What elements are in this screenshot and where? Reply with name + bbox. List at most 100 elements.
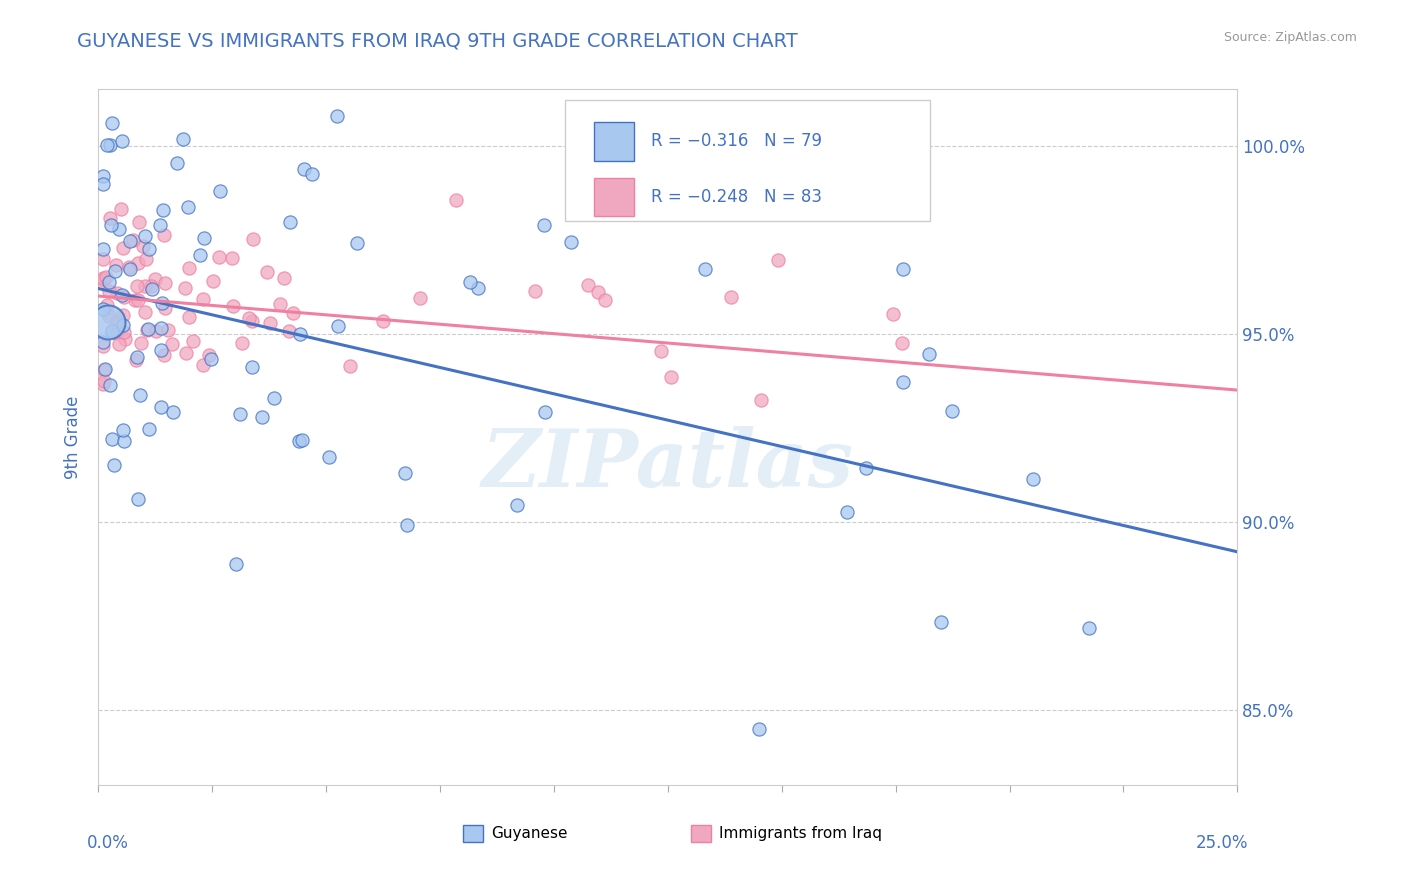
Point bbox=[105, 258, 128, 272]
Point bbox=[125, 352, 148, 367]
Point bbox=[98, 377, 121, 392]
Point bbox=[918, 347, 941, 361]
Point bbox=[112, 423, 135, 437]
Y-axis label: 9th Grade: 9th Grade bbox=[65, 395, 83, 479]
Point bbox=[152, 203, 174, 218]
Text: R = −0.316   N = 79: R = −0.316 N = 79 bbox=[651, 132, 821, 151]
Point bbox=[127, 255, 149, 269]
Point bbox=[190, 247, 212, 261]
Point bbox=[136, 322, 159, 336]
Point bbox=[129, 387, 152, 401]
Point bbox=[890, 335, 912, 350]
Point bbox=[134, 305, 156, 319]
Point bbox=[174, 345, 197, 359]
Point bbox=[179, 310, 201, 324]
Point bbox=[720, 290, 742, 304]
FancyBboxPatch shape bbox=[463, 825, 484, 842]
Point bbox=[112, 325, 135, 339]
Point bbox=[91, 242, 114, 256]
Point bbox=[259, 316, 281, 330]
Text: Immigrants from Iraq: Immigrants from Iraq bbox=[718, 826, 882, 841]
Point bbox=[101, 432, 124, 446]
Point bbox=[202, 274, 225, 288]
Point bbox=[650, 344, 672, 359]
Point bbox=[240, 359, 263, 374]
FancyBboxPatch shape bbox=[565, 100, 929, 221]
FancyBboxPatch shape bbox=[690, 825, 711, 842]
Point bbox=[467, 281, 489, 295]
Point bbox=[152, 228, 174, 243]
Point bbox=[111, 309, 134, 323]
Point bbox=[96, 297, 118, 311]
Point bbox=[98, 137, 121, 152]
Point bbox=[941, 404, 963, 418]
Point bbox=[458, 275, 481, 289]
Point bbox=[145, 324, 167, 338]
Point bbox=[111, 134, 134, 148]
Point bbox=[96, 138, 118, 153]
Point bbox=[277, 324, 299, 338]
Point bbox=[278, 215, 301, 229]
Point bbox=[208, 250, 231, 264]
Point bbox=[91, 169, 114, 184]
Point bbox=[283, 306, 305, 320]
Point bbox=[593, 293, 616, 308]
Point bbox=[191, 358, 214, 372]
Point bbox=[238, 311, 260, 326]
Point bbox=[101, 324, 124, 338]
Point bbox=[120, 261, 142, 276]
Point bbox=[153, 276, 176, 290]
Point bbox=[91, 177, 114, 191]
FancyBboxPatch shape bbox=[593, 122, 634, 161]
Point bbox=[91, 334, 114, 349]
Point bbox=[118, 234, 141, 248]
Point bbox=[177, 200, 200, 214]
Point bbox=[91, 272, 114, 286]
Point bbox=[150, 321, 173, 335]
Point bbox=[181, 334, 204, 349]
Point bbox=[748, 722, 770, 736]
Point bbox=[118, 260, 141, 275]
Point bbox=[101, 116, 124, 130]
Point bbox=[91, 339, 114, 353]
Point bbox=[132, 238, 155, 252]
Point bbox=[121, 233, 143, 247]
Point bbox=[524, 284, 547, 298]
Point bbox=[160, 336, 183, 351]
Point bbox=[209, 184, 232, 198]
Point bbox=[98, 211, 121, 226]
Point bbox=[138, 422, 160, 436]
Point bbox=[149, 218, 172, 232]
Point bbox=[127, 492, 149, 507]
Point bbox=[114, 332, 136, 346]
Point bbox=[291, 433, 314, 447]
Point bbox=[139, 278, 162, 293]
Point bbox=[346, 236, 368, 251]
Point bbox=[100, 218, 122, 232]
Point bbox=[533, 218, 555, 232]
Point bbox=[172, 132, 194, 146]
Point bbox=[505, 498, 527, 512]
Point bbox=[586, 285, 609, 300]
FancyBboxPatch shape bbox=[593, 178, 634, 216]
Point bbox=[193, 231, 215, 245]
Point bbox=[134, 229, 156, 244]
Point bbox=[229, 407, 252, 421]
Point bbox=[256, 265, 278, 279]
Text: Source: ZipAtlas.com: Source: ZipAtlas.com bbox=[1223, 31, 1357, 45]
Point bbox=[225, 557, 247, 571]
Point bbox=[177, 260, 200, 275]
Point bbox=[97, 309, 120, 323]
Point bbox=[269, 297, 291, 311]
Point bbox=[576, 278, 599, 293]
Point bbox=[124, 293, 146, 308]
Point bbox=[242, 232, 264, 246]
Point bbox=[396, 517, 419, 532]
Point bbox=[103, 458, 125, 473]
Point bbox=[141, 282, 163, 296]
Point bbox=[200, 351, 222, 366]
Point bbox=[111, 241, 134, 255]
Point bbox=[263, 392, 285, 406]
Point bbox=[135, 252, 157, 266]
Text: Guyanese: Guyanese bbox=[491, 826, 568, 841]
